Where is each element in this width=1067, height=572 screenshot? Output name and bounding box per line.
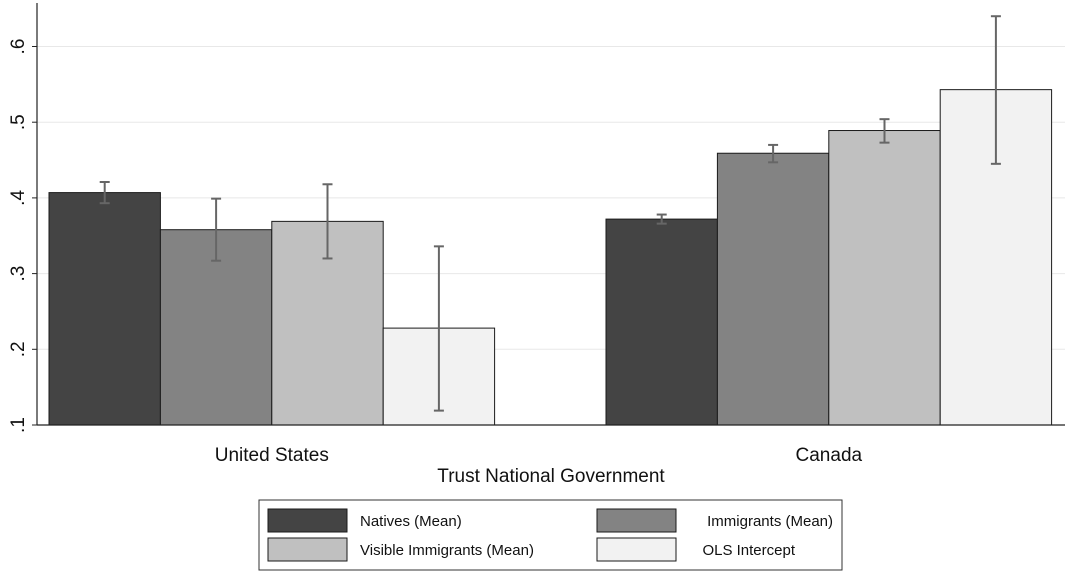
category-label: United States [215,445,329,466]
y-tick-labels: .1 .2 .3 .4 .5 .6 [8,39,29,433]
axes [32,3,1065,426]
bar-united-states-immigrants-mean [159,229,273,426]
y-tick-label: .2 [8,341,29,357]
bar-united-states-natives-mean [48,192,161,426]
legend: Natives (Mean) Immigrants (Mean) Visible I… [258,499,843,571]
y-tick-label: .6 [8,39,29,55]
legend-label-natives-mean: Natives (Mean) [360,513,462,530]
category-labels: United States Canada [215,445,863,466]
y-tick-label: .5 [8,114,29,130]
bar-canada-visible-immigrants-mean [828,130,941,426]
legend-swatch-immigrants-mean [596,508,677,533]
y-tick-label: .1 [8,417,29,433]
legend-swatch-natives-mean [267,508,348,533]
bar-canada-immigrants-mean [716,152,830,426]
error-bars [99,15,1001,412]
legend-label-ols-intercept: OLS Intercept [702,542,795,559]
legend-label-visible-immigrants-mean: Visible Immigrants (Mean) [360,542,534,559]
bar-canada-natives-mean [605,218,718,426]
x-axis-title: Trust National Government [437,466,665,487]
legend-swatch-ols-intercept [596,537,677,562]
y-tick-label: .3 [8,266,29,282]
legend-swatch-visible-immigrants-mean [267,537,348,562]
category-label: Canada [796,445,863,466]
legend-label-immigrants-mean: Immigrants (Mean) [707,513,833,530]
legend-box [258,499,843,571]
y-tick-label: .4 [8,190,29,206]
